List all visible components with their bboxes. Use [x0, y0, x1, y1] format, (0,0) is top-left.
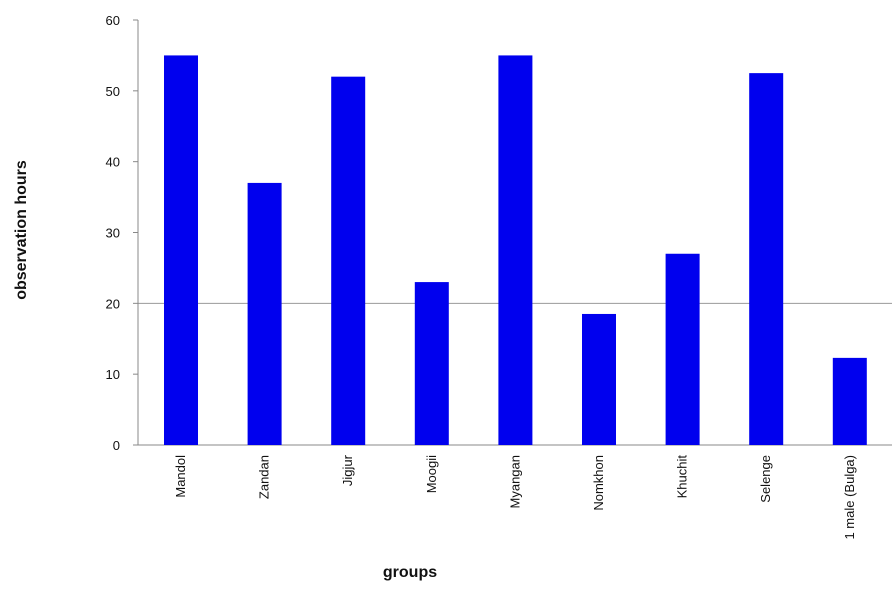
bar-4 — [498, 55, 533, 446]
category-label-7: Selenge — [758, 455, 773, 503]
category-label-1: Zandan — [257, 455, 272, 499]
bar-5 — [582, 313, 616, 445]
y-tick-label: 40 — [106, 155, 120, 170]
bar-2 — [331, 76, 366, 446]
bar-3 — [414, 282, 449, 445]
x-axis-title: groups — [383, 564, 437, 581]
y-tick-label: 30 — [106, 226, 120, 241]
y-tick-label: 0 — [113, 438, 120, 453]
bar-0 — [164, 55, 198, 446]
bar-1 — [247, 182, 282, 445]
bar-6 — [665, 253, 700, 445]
y-tick-label: 50 — [106, 84, 120, 99]
y-tick-label: 60 — [106, 13, 120, 28]
y-tick-label: 10 — [106, 367, 120, 382]
category-label-4: Myangan — [507, 455, 522, 508]
category-label-3: Moogii — [424, 455, 439, 493]
category-label-5: Nomkhon — [591, 455, 606, 511]
x-axis-category-labels: Mandol Zandan Jigjur Moogii Myangan Nomkhon Kh… — [173, 454, 857, 539]
category-label-0: Mandol — [173, 455, 188, 498]
bar-8 — [832, 357, 867, 445]
y-axis-ticks: 0 10 20 30 40 50 60 — [106, 13, 138, 453]
category-label-2: Jigjur — [340, 454, 355, 486]
y-tick-label: 20 — [106, 296, 120, 311]
y-axis-title: observation hours — [13, 160, 30, 300]
bars — [164, 55, 867, 446]
bar-7 — [749, 73, 784, 445]
category-label-6: Khuchit — [675, 455, 690, 499]
category-label-8: 1 male (Bulga) — [842, 455, 857, 540]
